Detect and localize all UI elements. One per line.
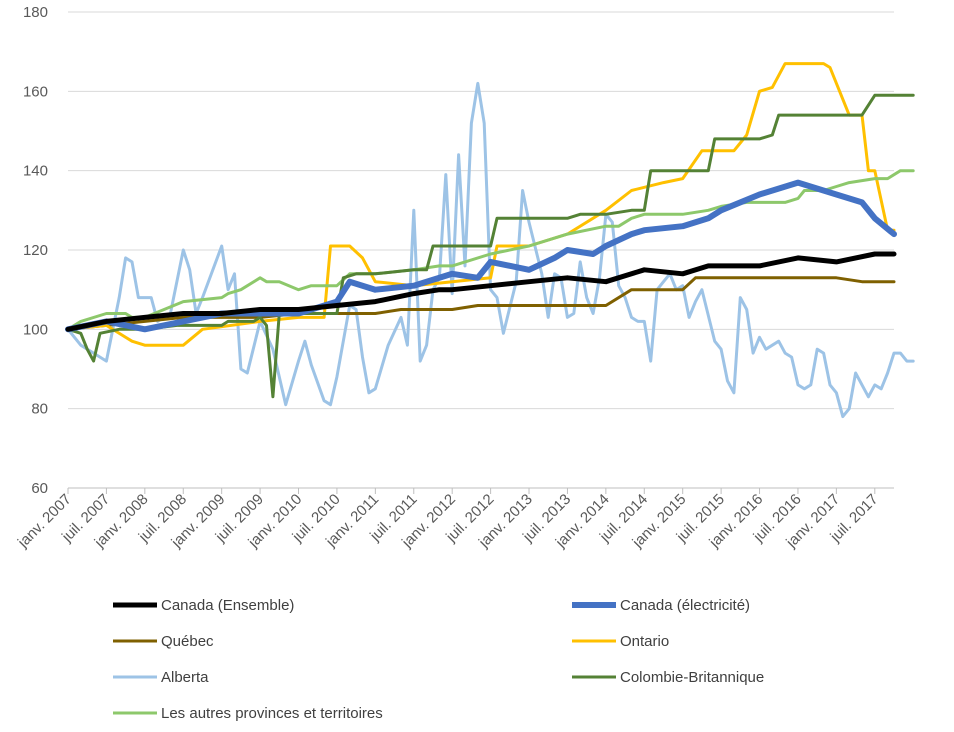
series-line-canada-electricite [65,179,897,333]
legend-label-colombie-britannique: Colombie-Britannique [620,669,764,686]
y-tick-label: 100 [23,321,48,338]
series-lines [65,62,915,419]
y-tick-label: 80 [31,401,48,418]
y-tick-label: 160 [23,83,48,100]
legend-label-alberta: Alberta [161,669,209,686]
series-line-alberta [66,81,915,419]
legend-label-canada-electricite: Canada (électricité) [620,597,750,614]
y-tick-label: 140 [23,163,48,180]
legend-label-les-autres-provinces-et-territoires: Les autres provinces et territoires [161,705,383,722]
y-tick-label: 120 [23,242,48,259]
y-axis-tick-labels: 60 80 100 120 140 160 180 [23,4,48,497]
legend-label-canada-ensemble: Canada (Ensemble) [161,597,294,614]
gridlines [68,11,894,410]
y-tick-label: 60 [31,480,48,497]
series-line-les-autres-provinces-et-territoires [66,169,915,331]
series-line-canada-ensemble [65,251,897,332]
series-line-colombie-britannique [66,93,915,399]
x-tick-label: janv. 2007 [14,491,75,552]
legend: Canada (Ensemble) Canada (électricité) Qué… [113,597,764,722]
y-tick-label: 180 [23,4,48,21]
legend-label-ontario: Ontario [620,633,669,650]
legend-label-quebec: Québec [161,633,214,650]
